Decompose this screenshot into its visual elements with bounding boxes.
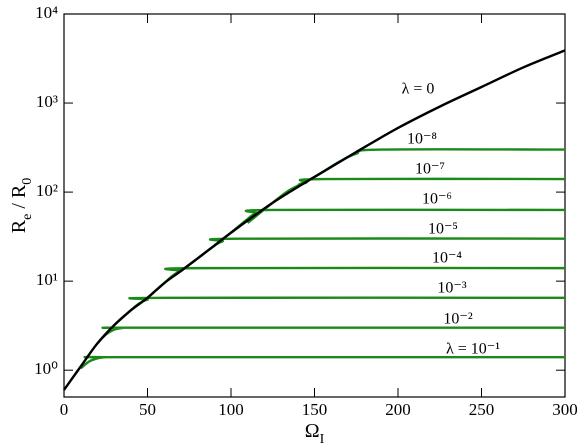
line-series xyxy=(146,266,566,299)
curve-label: 10⁻⁶ xyxy=(422,191,452,208)
y-tick-label: 10² xyxy=(36,181,58,200)
line-series xyxy=(246,177,566,224)
curve-label: λ = 10⁻¹ xyxy=(446,341,500,358)
y-tick-label: 10³ xyxy=(36,92,58,111)
y-axis-label-part: e xyxy=(20,214,35,220)
curve-label: 10⁻⁴ xyxy=(432,250,462,267)
x-tick-label: 150 xyxy=(302,400,328,419)
y-axis-label: Re / R0 xyxy=(8,178,35,233)
y-tick-label: 10¹ xyxy=(36,270,58,289)
x-axis-label-part: Ω xyxy=(305,420,320,442)
line-series xyxy=(63,49,566,391)
line-series xyxy=(180,237,566,272)
x-tick-label: 300 xyxy=(552,400,578,419)
curve-label: 10⁻⁵ xyxy=(428,221,458,238)
curve-label: 10⁻⁷ xyxy=(415,161,445,178)
x-tick-label: 250 xyxy=(469,400,495,419)
line-series xyxy=(79,355,565,370)
y-axis-label-part: 0 xyxy=(20,178,35,185)
x-axis-label-part: I xyxy=(320,432,325,447)
curve-label: 10⁻⁸ xyxy=(407,131,437,148)
y-tick-label: 10⁰ xyxy=(34,359,58,378)
x-tick-label: 200 xyxy=(385,400,411,419)
curve-label: 10⁻³ xyxy=(437,280,466,297)
line-series xyxy=(113,296,566,327)
curve-label: 10⁻² xyxy=(443,311,472,328)
x-tick-label: 50 xyxy=(139,400,156,419)
x-axis-label: ΩI xyxy=(305,420,325,447)
curve-label: λ = 0 xyxy=(402,81,435,98)
x-tick-label: 0 xyxy=(60,400,69,419)
y-axis-label-part: R xyxy=(8,219,30,233)
x-tick-label: 100 xyxy=(218,400,244,419)
plot-frame xyxy=(63,13,566,398)
y-tick-label: 10⁴ xyxy=(35,3,58,22)
y-axis-label-part: / R xyxy=(8,184,30,214)
line-series xyxy=(213,208,566,247)
